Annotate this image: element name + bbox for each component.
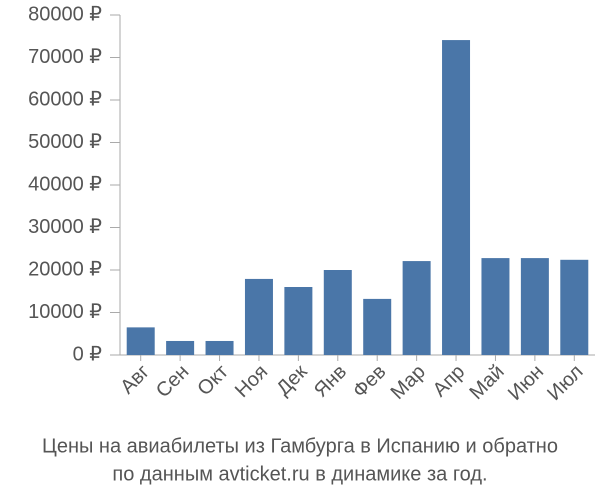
x-tick-label: Дек: [272, 361, 311, 400]
x-tick-label: Ноя: [231, 361, 272, 402]
x-tick-label: Апр: [429, 361, 470, 402]
bar: [560, 259, 589, 355]
bar: [244, 278, 273, 355]
y-tick-label: 30000 ₽: [28, 216, 102, 238]
x-tick-label: Июл: [543, 361, 587, 405]
bar: [402, 261, 431, 355]
y-tick-label: 70000 ₽: [28, 46, 102, 68]
bar: [481, 258, 510, 355]
bar: [284, 287, 313, 355]
y-tick-label: 10000 ₽: [28, 301, 102, 323]
y-tick-label: 50000 ₽: [28, 131, 102, 153]
x-tick-label: Фев: [349, 361, 391, 403]
y-tick-label: 60000 ₽: [28, 88, 102, 110]
chart-title: Цены на авиабилеты из Гамбурга в Испанию…: [42, 435, 558, 457]
bar: [363, 298, 392, 355]
x-tick-label: Мар: [387, 361, 430, 404]
x-tick-label: Авг: [116, 361, 154, 399]
x-tick-label: Май: [465, 361, 508, 404]
chart-title: по данным avticket.ru в динамике за год.: [112, 463, 487, 485]
bar: [126, 327, 155, 355]
x-tick-label: Янв: [310, 361, 351, 402]
x-tick-label: Сен: [152, 361, 193, 402]
bar: [166, 340, 195, 355]
x-tick-label: Окт: [193, 361, 232, 400]
bar: [442, 40, 471, 355]
bar: [520, 258, 549, 355]
x-tick-label: Июн: [504, 361, 548, 405]
y-tick-label: 20000 ₽: [28, 258, 102, 280]
bar: [205, 340, 234, 355]
y-tick-label: 40000 ₽: [28, 173, 102, 195]
bar: [323, 270, 352, 355]
y-tick-label: 0 ₽: [73, 343, 103, 365]
y-tick-label: 80000 ₽: [28, 3, 102, 25]
